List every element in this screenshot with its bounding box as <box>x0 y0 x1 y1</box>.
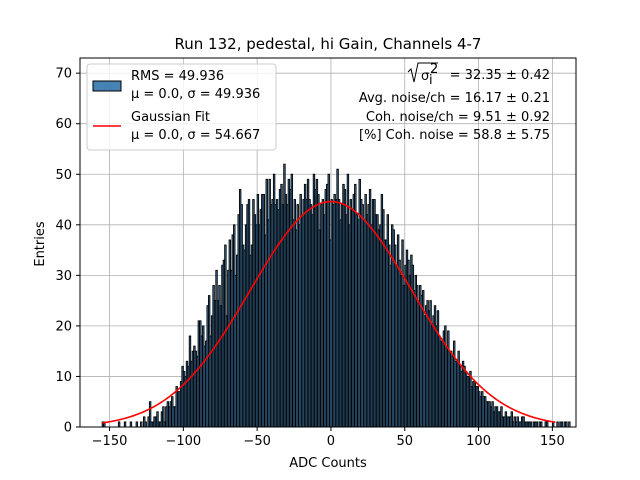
histogram-bar <box>135 421 139 428</box>
sqrt-sigma-sup: 2 <box>430 62 438 77</box>
x-tick-label: 150 <box>540 434 565 449</box>
gaussian-fit-line <box>102 200 556 424</box>
histogram-bar <box>529 421 533 428</box>
annotation-sqrt-sigma: σ i 2 = 32.35 ± 0.42 <box>407 62 550 88</box>
histogram-bar <box>546 421 549 428</box>
histogram-bar <box>540 421 543 428</box>
legend-histogram-label: RMS = 49.936 <box>131 69 224 84</box>
y-tick-label: 40 <box>55 218 72 233</box>
histogram-bar <box>535 421 539 428</box>
y-tick-label: 20 <box>55 319 72 334</box>
legend-fit-stats: μ = 0.0, σ = 54.667 <box>131 128 260 143</box>
x-tick-label: −50 <box>243 434 270 449</box>
y-tick-label: 60 <box>55 117 72 132</box>
legend: RMS = 49.936 μ = 0.0, σ = 49.936 Gaussia… <box>86 63 277 151</box>
legend-histogram-swatch <box>92 80 122 92</box>
x-tick-label: −100 <box>165 434 201 449</box>
histogram-bar <box>565 421 568 428</box>
legend-histogram-stats: μ = 0.0, σ = 49.936 <box>131 87 260 102</box>
x-tick-label: 100 <box>466 434 491 449</box>
histogram-bar <box>556 421 559 428</box>
y-axis-label: Entries <box>33 221 48 267</box>
histogram-bar <box>123 421 127 428</box>
annotation-coh-noise: Coh. noise/ch = 9.51 ± 0.92 <box>366 110 550 125</box>
x-axis-ticks: −150 −100 −50 0 50 100 150 <box>92 427 565 449</box>
histogram-bar <box>560 421 564 428</box>
legend-box <box>86 63 277 151</box>
histogram-bar <box>140 421 143 428</box>
y-axis-ticks: 0 10 20 30 40 50 60 70 <box>55 67 80 436</box>
annotation-avg-noise: Avg. noise/ch = 16.17 ± 0.21 <box>359 91 550 106</box>
chart-title: Run 132, pedestal, hi Gain, Channels 4-7 <box>175 35 482 53</box>
noise-annotations: σ i 2 = 32.35 ± 0.42 Avg. noise/ch = 16.… <box>359 62 550 143</box>
y-tick-label: 50 <box>55 168 72 183</box>
histogram-bar <box>568 421 571 428</box>
sqrt-sigma-value: = 32.35 ± 0.42 <box>450 68 550 83</box>
histogram-bar <box>117 421 121 428</box>
sqrt-sigma-base: σ <box>421 69 429 84</box>
y-tick-label: 70 <box>55 67 72 82</box>
histogram-bar <box>144 421 147 428</box>
y-tick-label: 0 <box>64 421 72 436</box>
y-tick-label: 10 <box>55 370 72 385</box>
y-tick-label: 30 <box>55 269 72 284</box>
histogram-bar <box>129 421 133 428</box>
annotation-coh-noise-percent: [%] Coh. noise = 58.8 ± 5.75 <box>359 128 550 143</box>
x-tick-label: 0 <box>327 434 335 449</box>
plot-frame <box>79 57 577 428</box>
legend-fit-label: Gaussian Fit <box>131 110 210 125</box>
sqrt-symbol <box>407 62 438 83</box>
x-tick-label: −150 <box>92 434 128 449</box>
sqrt-sigma-sub: i <box>429 73 433 88</box>
x-tick-label: 50 <box>396 434 413 449</box>
x-axis-label: ADC Counts <box>289 456 367 471</box>
